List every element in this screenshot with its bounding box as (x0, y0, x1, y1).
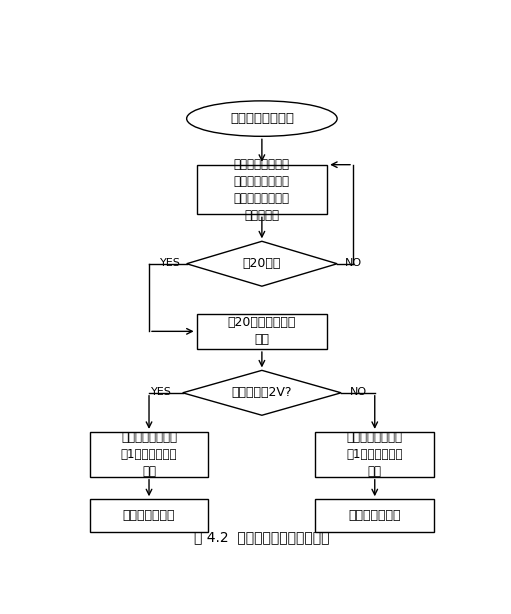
Text: 平均值大于2V?: 平均值大于2V? (231, 386, 292, 399)
Text: NO: NO (345, 258, 362, 268)
Polygon shape (187, 241, 337, 286)
Text: 白天，白天标志位
置1，黑天标志位
清零: 白天，白天标志位 置1，黑天标志位 清零 (121, 431, 177, 478)
Text: YES: YES (160, 258, 181, 268)
Text: 黑天处理子程序: 黑天处理子程序 (349, 509, 401, 523)
Bar (89, 432, 208, 476)
Bar (89, 499, 208, 532)
Bar (197, 165, 327, 214)
Text: 图 4.2  白天黑天判别程序流程图: 图 4.2 白天黑天判别程序流程图 (194, 530, 330, 544)
Polygon shape (183, 370, 341, 415)
Text: 检测太阳能电池电
压，将每次的检测
结果存于单片机数
据存储器中: 检测太阳能电池电 压，将每次的检测 结果存于单片机数 据存储器中 (234, 158, 290, 222)
Text: 求20次采样电压平
均值: 求20次采样电压平 均值 (228, 316, 296, 346)
Text: 白天处理子程序: 白天处理子程序 (123, 509, 175, 523)
Text: 白天黑天判别程序: 白天黑天判别程序 (230, 112, 294, 125)
Bar (315, 499, 434, 532)
Text: 到20次？: 到20次？ (243, 257, 281, 270)
Ellipse shape (187, 101, 337, 136)
Text: 黑天，黑天标志位
置1，白天标志位
清零: 黑天，黑天标志位 置1，白天标志位 清零 (346, 431, 403, 478)
Text: NO: NO (350, 387, 367, 397)
Bar (197, 314, 327, 349)
Bar (315, 432, 434, 476)
Text: YES: YES (151, 387, 172, 397)
